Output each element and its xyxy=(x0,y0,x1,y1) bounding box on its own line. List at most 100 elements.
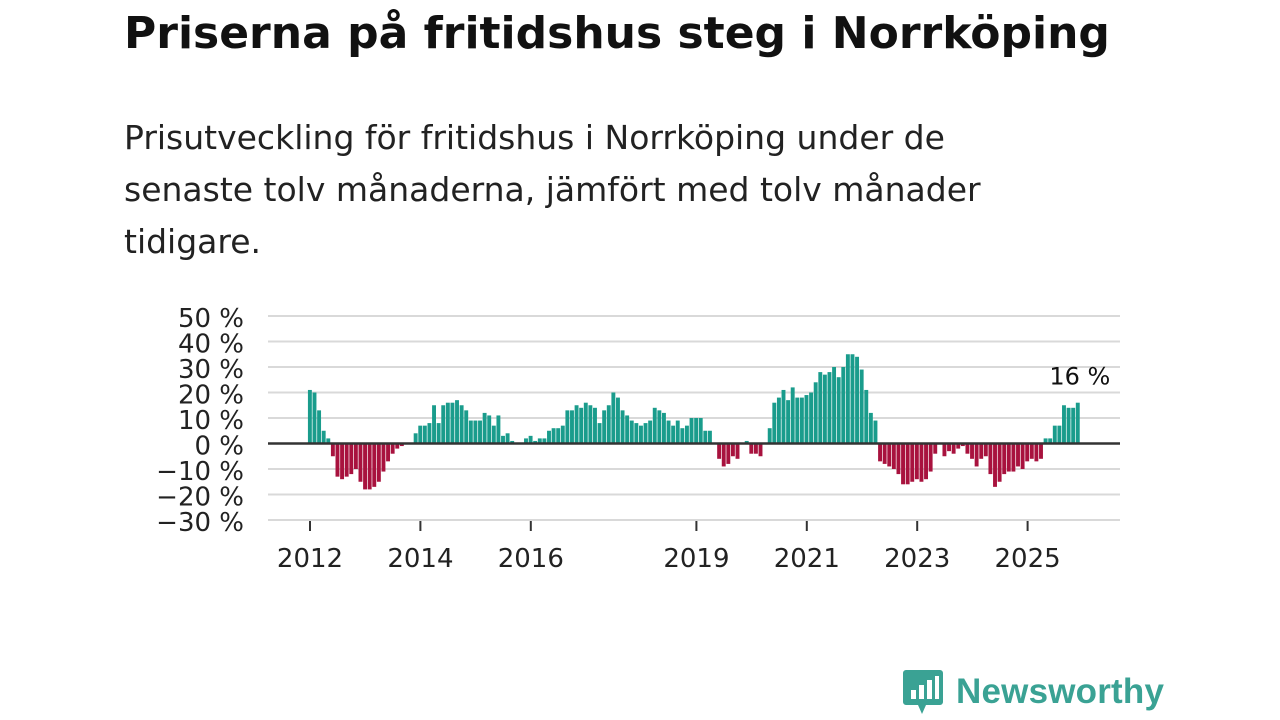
bar xyxy=(579,407,584,444)
bar xyxy=(813,382,818,444)
bar xyxy=(468,420,473,444)
bar xyxy=(694,418,699,444)
y-tick-label: 20 % xyxy=(178,381,244,411)
bar xyxy=(459,405,464,444)
bar xyxy=(1006,443,1011,472)
x-tick-label: 2021 xyxy=(774,544,840,574)
bar xyxy=(786,400,791,444)
bar xyxy=(491,425,496,444)
newsworthy-logo: Newsworthy xyxy=(902,668,1164,716)
bar xyxy=(859,369,864,444)
bar xyxy=(717,443,722,459)
bar xyxy=(919,443,924,482)
bar xyxy=(643,423,648,444)
bar xyxy=(809,392,814,444)
x-tick-label: 2012 xyxy=(277,544,343,574)
bar xyxy=(891,443,896,469)
bar xyxy=(827,372,832,444)
bar xyxy=(684,425,689,444)
bar xyxy=(376,443,381,482)
bar xyxy=(634,423,639,444)
bar xyxy=(441,405,446,444)
bar xyxy=(822,374,827,444)
chart-title: Priserna på fritidshus steg i Norrköping xyxy=(124,8,1110,59)
bar xyxy=(1066,407,1071,444)
bar xyxy=(1011,443,1016,472)
bar xyxy=(657,410,662,444)
bar xyxy=(445,402,450,444)
bar xyxy=(799,397,804,444)
bar xyxy=(666,420,671,444)
bar xyxy=(487,415,492,444)
bar xyxy=(344,443,349,477)
bar xyxy=(551,428,556,444)
bar xyxy=(606,405,611,444)
bar xyxy=(744,440,749,444)
bar xyxy=(620,410,625,444)
bar xyxy=(873,420,878,444)
bar xyxy=(1071,407,1076,444)
bar xyxy=(399,443,404,447)
bar xyxy=(671,425,676,444)
y-tick-label: 50 % xyxy=(178,304,244,334)
bar xyxy=(652,407,657,444)
bar xyxy=(565,410,570,444)
grid-lines xyxy=(268,315,1120,521)
bar xyxy=(528,435,533,444)
bar xyxy=(753,443,758,454)
x-tick-label: 2025 xyxy=(995,544,1061,574)
bar xyxy=(358,443,363,482)
bar xyxy=(372,443,377,487)
bar xyxy=(901,443,905,485)
bar xyxy=(386,443,391,462)
bar xyxy=(367,443,372,490)
bar xyxy=(703,430,708,444)
bar xyxy=(689,418,694,444)
bar xyxy=(307,389,312,444)
bar xyxy=(942,443,947,457)
bar xyxy=(993,443,997,487)
bar xyxy=(418,425,423,444)
bar xyxy=(730,443,735,457)
bar xyxy=(970,443,974,459)
bar xyxy=(845,354,850,444)
bar xyxy=(956,443,961,449)
x-tick-label: 2019 xyxy=(663,544,729,574)
bar xyxy=(501,435,505,444)
bar xyxy=(947,443,951,452)
bar xyxy=(832,367,837,444)
bar xyxy=(910,443,915,482)
bar xyxy=(413,433,418,444)
bar xyxy=(542,438,547,444)
bar xyxy=(868,412,873,444)
bar xyxy=(758,443,763,457)
bar xyxy=(661,412,666,444)
bar xyxy=(1029,443,1034,459)
y-tick-label: 0 % xyxy=(194,432,244,462)
bar xyxy=(924,443,928,480)
bar xyxy=(537,438,542,444)
bar xyxy=(510,440,515,444)
bar xyxy=(326,438,331,444)
bar xyxy=(855,356,860,444)
bar xyxy=(321,430,326,444)
bar xyxy=(1043,438,1048,444)
bar-series xyxy=(307,354,1080,490)
y-tick-label: 10 % xyxy=(178,406,244,436)
bar xyxy=(381,443,386,472)
x-tick-label: 2016 xyxy=(498,544,564,574)
bar xyxy=(965,443,970,454)
bar xyxy=(882,443,887,464)
bar xyxy=(363,443,368,490)
bar xyxy=(427,423,432,444)
bar xyxy=(473,420,478,444)
bar xyxy=(979,443,984,459)
bar xyxy=(988,443,993,475)
x-tick-label: 2023 xyxy=(884,544,950,574)
bar xyxy=(588,405,593,444)
bar xyxy=(390,443,395,454)
bar xyxy=(422,425,427,444)
bar xyxy=(767,428,772,444)
bar xyxy=(574,405,579,444)
bar xyxy=(698,418,703,444)
